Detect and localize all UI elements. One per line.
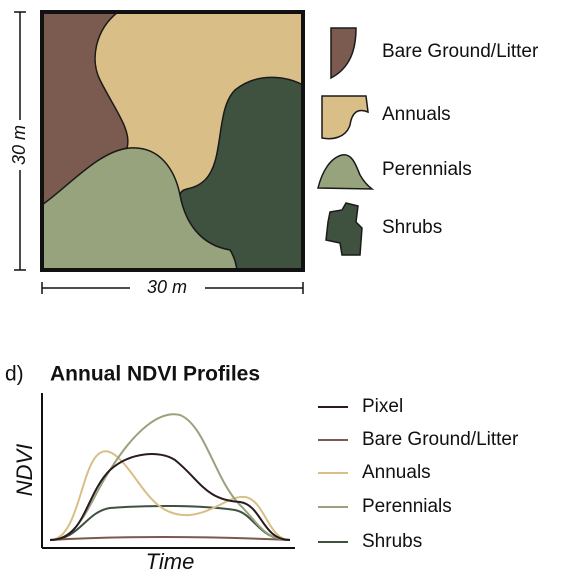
map-legend-label: Shrubs [382,217,442,238]
map-legend-label: Perennials [382,159,472,180]
y-axis-label: NDVI [12,444,37,497]
figure: 30 m 30 m Bare Ground/Litter Annuals Per… [0,0,585,574]
profile-legend-label: Annuals [362,462,431,483]
profile-curves [50,414,290,540]
profile-legend-label: Bare Ground/Litter [362,429,519,450]
map-legend-label: Bare Ground/Litter [382,41,539,62]
bottom-dimension-label: 30 m [147,277,187,297]
map-legend-label: Annuals [382,104,451,125]
profiles-title: Annual NDVI Profiles [50,363,260,386]
profile-legend-label: Perennials [362,496,452,517]
panel-label: d) [5,363,24,386]
map-legend-icons [318,28,372,255]
left-dimension-label: 30 m [9,125,29,165]
map [42,12,303,270]
profile-legend-label: Pixel [362,396,403,417]
profile-legend-lines [318,407,348,542]
profile-legend-label: Shrubs [362,531,422,552]
x-axis-label: Time [146,549,195,574]
